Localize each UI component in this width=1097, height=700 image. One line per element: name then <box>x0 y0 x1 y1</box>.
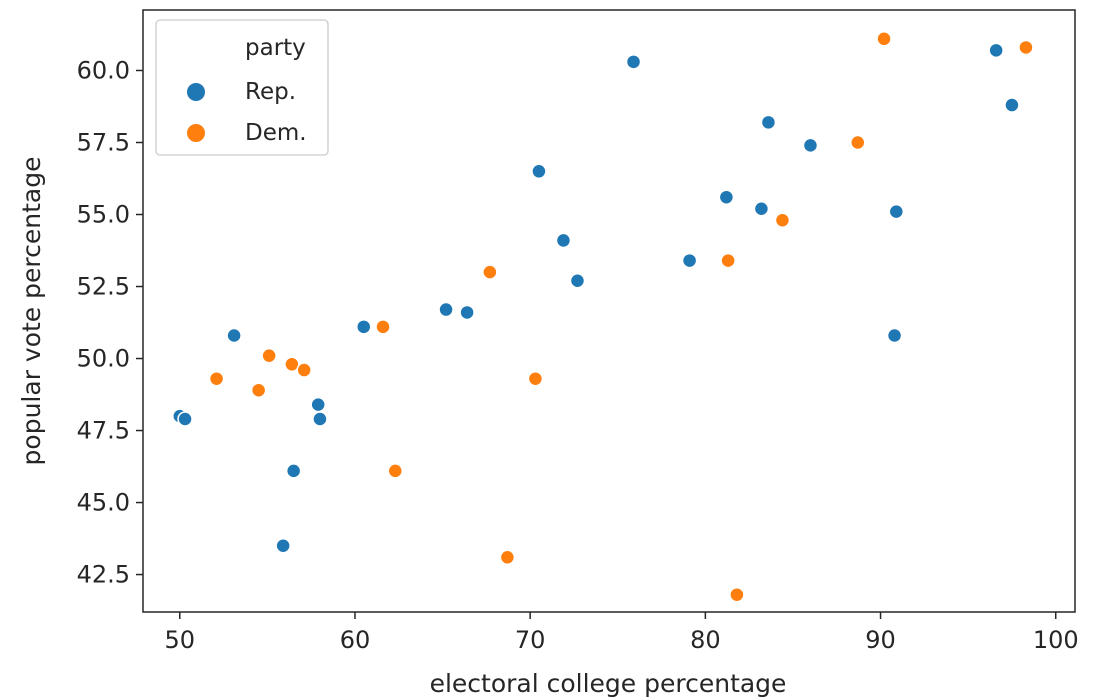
x-tick-label: 90 <box>865 626 896 654</box>
point-dem-10 <box>720 252 736 269</box>
point-rep-2 <box>226 327 242 344</box>
point-rep-9 <box>459 304 475 321</box>
point-dem-13 <box>850 134 866 151</box>
point-rep-14 <box>681 252 698 269</box>
legend-label-rep: Rep. <box>245 79 296 105</box>
x-tick-label: 80 <box>690 626 721 654</box>
point-dem-9 <box>527 370 544 387</box>
x-tick-label: 100 <box>1033 626 1079 654</box>
point-dem-0 <box>208 370 225 387</box>
x-tick-label: 50 <box>165 626 196 654</box>
point-dem-14 <box>876 31 892 47</box>
point-dem-7 <box>482 264 498 280</box>
point-dem-12 <box>774 212 791 229</box>
y-tick-label: 60.0 <box>77 56 130 84</box>
legend-box <box>155 19 329 156</box>
point-dem-8 <box>499 549 516 566</box>
legend-title: party <box>245 35 306 61</box>
point-rep-5 <box>310 396 326 413</box>
point-dem-6 <box>387 463 404 479</box>
y-tick-label: 42.5 <box>77 561 130 589</box>
legend-marker-dem <box>187 124 205 142</box>
legend-label-dem: Dem. <box>245 120 307 146</box>
point-dem-3 <box>284 356 300 373</box>
point-rep-15 <box>718 189 735 205</box>
point-rep-16 <box>753 200 770 217</box>
y-tick-label: 55.0 <box>77 201 130 229</box>
point-dem-15 <box>1018 39 1034 56</box>
y-tick-label: 57.5 <box>77 128 130 156</box>
point-dem-4 <box>296 362 312 378</box>
y-tick-label: 47.5 <box>77 417 130 445</box>
point-rep-17 <box>760 114 777 131</box>
y-tick-label: 50.0 <box>77 345 130 373</box>
point-rep-6 <box>312 411 328 427</box>
point-rep-13 <box>625 54 642 70</box>
legend-marker-rep <box>187 83 205 101</box>
x-tick-label: 70 <box>515 626 546 654</box>
point-rep-10 <box>531 163 547 180</box>
point-rep-18 <box>802 137 819 154</box>
y-tick-label: 52.5 <box>77 273 130 301</box>
y-axis-label: popular vote percentage <box>17 157 46 466</box>
legend: party Rep. Dem. <box>155 19 329 156</box>
y-axis: 42.5 45.0 47.5 50.0 52.5 55.0 57.5 60.0 <box>77 56 143 589</box>
point-dem-1 <box>250 382 267 398</box>
point-dem-11 <box>729 586 745 603</box>
point-rep-3 <box>275 538 291 554</box>
point-rep-8 <box>438 301 454 318</box>
point-rep-22 <box>1004 97 1020 113</box>
x-axis-label: electoral college percentage <box>430 669 787 698</box>
x-axis: 50 60 70 80 90 100 <box>165 612 1079 654</box>
point-rep-21 <box>988 42 1004 59</box>
point-rep-11 <box>555 232 572 249</box>
point-rep-12 <box>569 273 586 289</box>
x-tick-label: 60 <box>340 626 371 654</box>
point-rep-19 <box>886 327 903 344</box>
y-tick-label: 45.0 <box>77 489 130 517</box>
point-rep-7 <box>355 319 372 335</box>
point-rep-1 <box>177 411 193 427</box>
point-dem-2 <box>261 347 277 364</box>
plot-frame <box>142 9 1076 613</box>
point-rep-20 <box>888 203 905 220</box>
point-rep-4 <box>285 463 302 479</box>
points-layer <box>172 31 1034 603</box>
point-dem-5 <box>375 319 391 335</box>
